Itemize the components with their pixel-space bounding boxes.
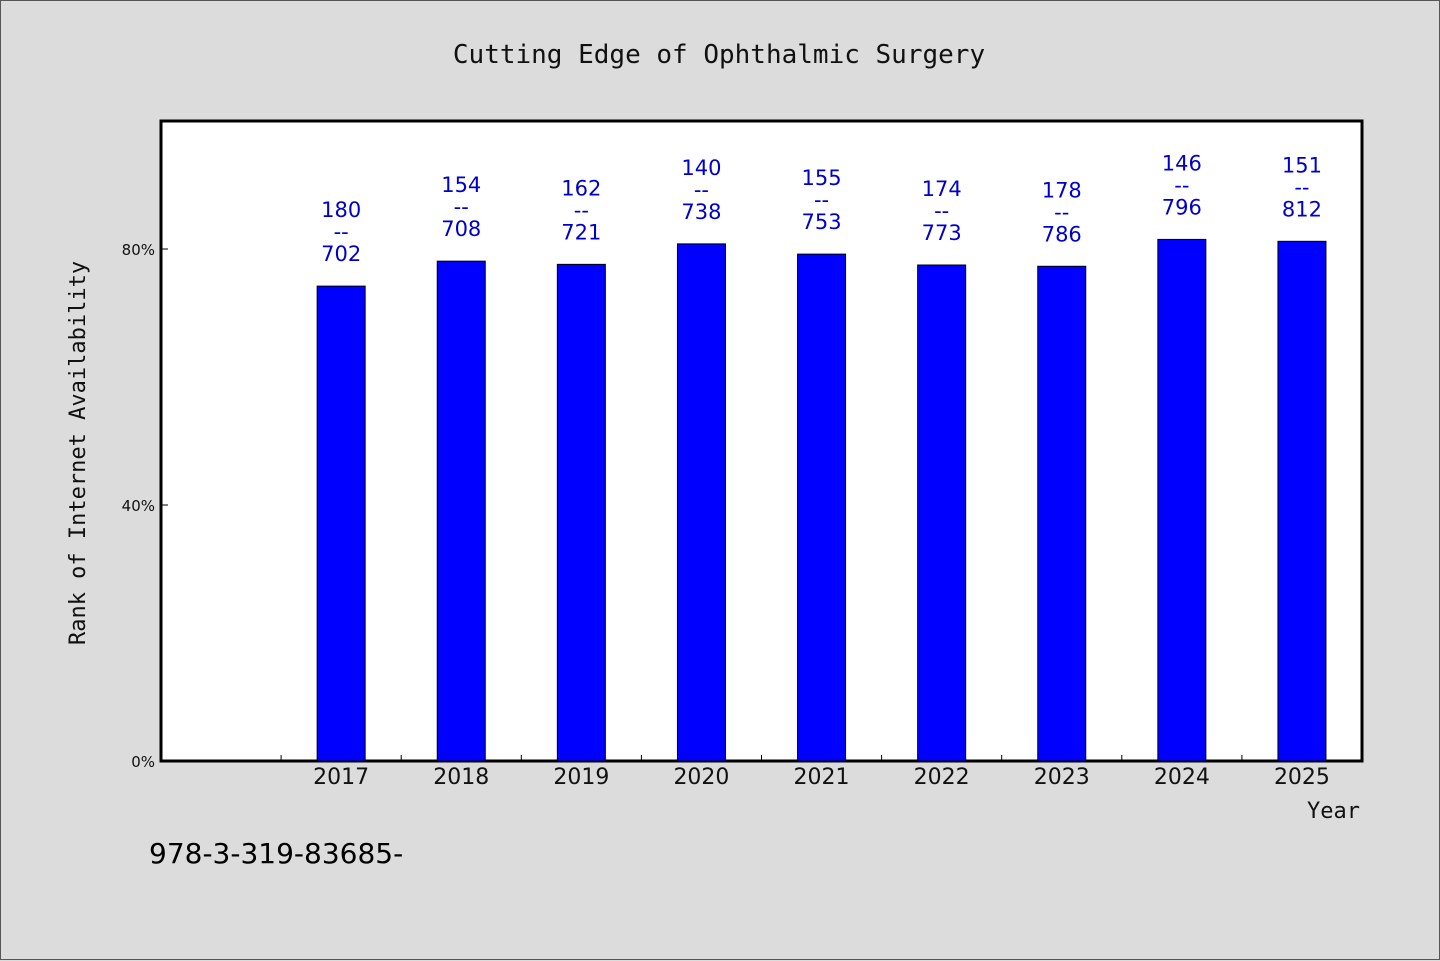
data-label-line: -- — [934, 199, 949, 223]
data-label-line: -- — [814, 188, 829, 212]
y-tick-label: 40% — [122, 497, 155, 515]
y-axis-ticks: 0% 40% 80% — [122, 241, 168, 771]
x-tick-label: 2025 — [1274, 765, 1330, 790]
x-tick-label: 2022 — [914, 765, 970, 790]
data-label-line: 773 — [922, 221, 962, 245]
x-tick-label: 2020 — [673, 765, 729, 790]
data-label-line: 178 — [1042, 178, 1082, 202]
y-axis-label: Rank of Internet Availability — [66, 261, 91, 645]
data-label-line: -- — [574, 198, 589, 222]
data-labels-group: 180--702154--708162--721140--738155--753… — [321, 151, 1322, 266]
y-tick-label: 0% — [131, 753, 155, 771]
x-tick-label: 2021 — [794, 765, 850, 790]
bar-2023 — [1037, 265, 1087, 762]
bar-2019 — [556, 263, 606, 762]
data-label-line: 174 — [922, 177, 962, 201]
bar-2024 — [1157, 238, 1207, 762]
data-label-line: 154 — [441, 173, 481, 197]
data-label-line: 812 — [1282, 197, 1322, 221]
data-label-line: 708 — [441, 217, 481, 241]
data-label-line: 738 — [681, 200, 721, 224]
data-label-line: 140 — [681, 156, 721, 180]
data-label-line: 753 — [802, 210, 842, 234]
y-tick-label: 80% — [122, 241, 155, 259]
x-tick-label: 2019 — [553, 765, 609, 790]
bar-2025 — [1277, 240, 1327, 762]
bar-2017 — [316, 285, 366, 762]
bar-2020 — [676, 243, 726, 762]
data-label-line: 721 — [561, 220, 601, 244]
x-tick-label: 2017 — [313, 765, 369, 790]
data-label-line: 155 — [802, 166, 842, 190]
data-label-line: 796 — [1162, 195, 1202, 219]
data-label-line: 786 — [1042, 222, 1082, 246]
data-label-line: 151 — [1282, 153, 1322, 177]
data-label-line: -- — [1294, 175, 1309, 199]
bar-2022 — [917, 264, 967, 762]
bar-2018 — [436, 260, 486, 762]
x-axis-ticks: 2017 2018 2019 2020 2021 2022 2023 2024 2025 — [280, 755, 1330, 790]
data-label-line: -- — [694, 178, 709, 202]
bars-group — [316, 238, 1327, 762]
chart-title: Cutting Edge of Ophthalmic Surgery — [453, 40, 985, 70]
footer-code: 978-3-319-83685- — [149, 837, 403, 870]
data-label-line: -- — [1054, 200, 1069, 224]
data-label-line: 180 — [321, 198, 361, 222]
x-tick-label: 2023 — [1034, 765, 1090, 790]
data-label-line: -- — [1174, 173, 1189, 197]
x-tick-label: 2018 — [433, 765, 489, 790]
x-axis-label: Year — [1307, 799, 1360, 824]
data-label-line: -- — [334, 220, 349, 244]
data-label-line: -- — [454, 195, 469, 219]
data-label-line: 702 — [321, 242, 361, 266]
x-tick-label: 2024 — [1154, 765, 1210, 790]
bar-2021 — [797, 253, 847, 762]
data-label-line: 162 — [561, 176, 601, 200]
data-label-line: 146 — [1162, 151, 1202, 175]
